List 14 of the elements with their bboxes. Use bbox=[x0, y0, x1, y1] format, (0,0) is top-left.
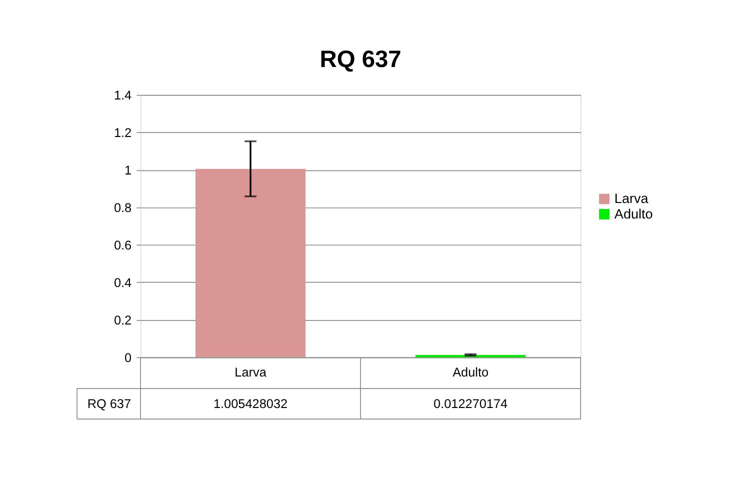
y-tick-label: 1.4 bbox=[114, 88, 132, 103]
y-tick-label: 0.2 bbox=[114, 313, 132, 328]
y-tick-label: 1.2 bbox=[114, 126, 132, 140]
chart-title: RQ 637 bbox=[320, 46, 402, 73]
y-tick-label: 0.4 bbox=[114, 276, 132, 290]
y-tick-label: 0.8 bbox=[114, 200, 132, 215]
text: 0.012270174 bbox=[434, 397, 508, 412]
text: 1.005428032 bbox=[213, 397, 288, 412]
y-tick-label: 0 bbox=[124, 350, 132, 365]
legend-label: Larva bbox=[614, 191, 649, 206]
y-tick-label: 0.6 bbox=[114, 238, 132, 252]
y-tick-label: 1 bbox=[124, 164, 132, 178]
text: RQ 637 bbox=[87, 397, 132, 412]
legend-label: Adulto bbox=[614, 206, 653, 222]
